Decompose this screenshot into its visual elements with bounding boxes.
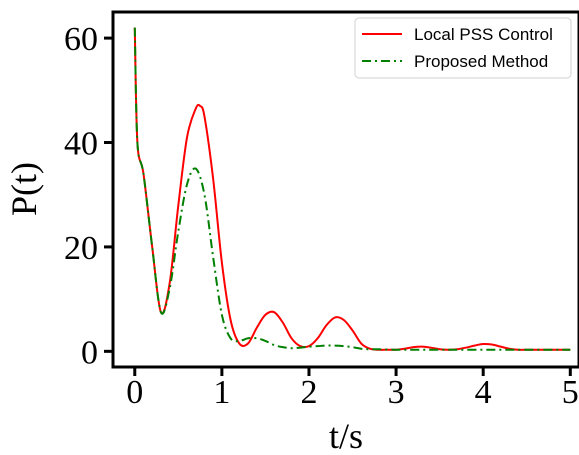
legend-label-local-pss: Local PSS Control: [414, 25, 553, 44]
legend-label-proposed: Proposed Method: [414, 52, 548, 71]
legend-box: [354, 17, 572, 79]
x-tick-label: 0: [126, 374, 143, 411]
y-tick-label: 0: [81, 334, 98, 371]
series-line-proposed-method: [133, 27, 571, 351]
axis-ticks: 0 1 2 3 4 5 0 20 40 60: [64, 21, 579, 411]
legend: Local PSS Control Proposed Method: [354, 17, 572, 79]
y-tick-label: 40: [64, 126, 98, 163]
y-axis-title: P(t): [4, 162, 44, 216]
plot-frame: [111, 10, 579, 369]
plot-lines: [133, 27, 571, 351]
x-tick-label: 5: [562, 374, 579, 411]
x-axis-title: t/s: [329, 416, 363, 455]
x-tick-label: 3: [388, 374, 405, 411]
x-tick-label: 2: [300, 374, 317, 411]
y-tick-label: 60: [64, 21, 98, 58]
x-tick-label: 1: [213, 374, 230, 411]
series-line-local-pss-control: [133, 27, 571, 351]
x-tick-label: 4: [475, 374, 492, 411]
y-tick-label: 20: [64, 230, 98, 267]
